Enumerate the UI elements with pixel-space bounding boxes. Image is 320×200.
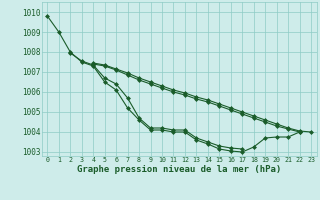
X-axis label: Graphe pression niveau de la mer (hPa): Graphe pression niveau de la mer (hPa) [77, 165, 281, 174]
